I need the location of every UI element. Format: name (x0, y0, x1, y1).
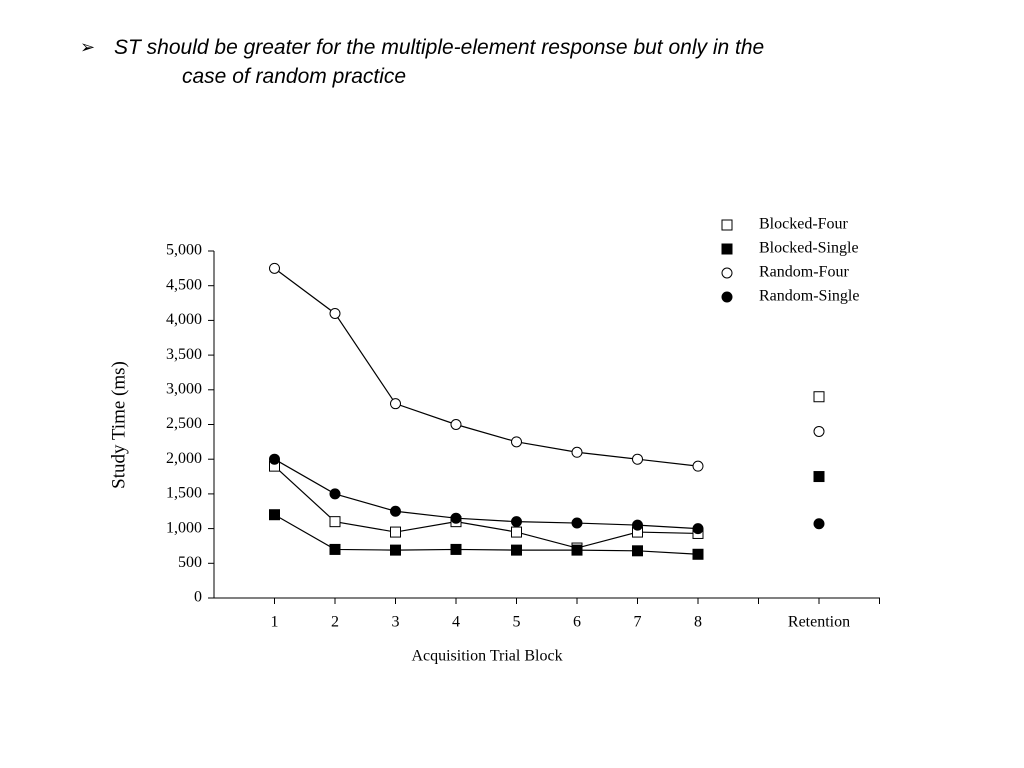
marker (511, 526, 522, 538)
series-line (275, 397, 820, 548)
x-tick-label: 4 (452, 614, 460, 631)
marker (813, 518, 825, 530)
y-tick-label: 5,000 (166, 242, 202, 259)
marker (390, 398, 401, 410)
marker (269, 509, 280, 521)
legend-marker (721, 243, 733, 255)
marker (450, 512, 462, 524)
legend-label: Random-Single (759, 288, 859, 305)
marker (329, 543, 341, 555)
marker (632, 453, 643, 465)
bullet-text: case of random practice (182, 65, 407, 88)
series-line (275, 477, 820, 555)
legend-marker (721, 291, 733, 303)
marker (571, 517, 583, 529)
marker (571, 446, 583, 458)
legend-marker (721, 219, 733, 231)
legend-label: Random-Four (759, 264, 849, 281)
x-tick-label: 1 (271, 614, 279, 631)
y-tick-label: 3,500 (166, 346, 202, 363)
y-tick-label: 1,000 (166, 519, 202, 536)
marker (329, 488, 341, 500)
marker (450, 419, 462, 430)
marker (813, 425, 825, 437)
marker (390, 526, 401, 538)
marker (511, 544, 522, 556)
y-axis-label: Study Time (ms) (108, 361, 129, 489)
marker (329, 307, 341, 319)
x-tick-label: 8 (694, 614, 702, 631)
marker (511, 516, 522, 528)
marker (390, 505, 401, 517)
y-tick-label: 1,500 (166, 485, 202, 502)
marker (390, 544, 401, 556)
marker (450, 543, 462, 555)
legend-label: Blocked-Single (759, 240, 859, 257)
legend-label: Blocked-Four (759, 216, 849, 233)
x-tick-label: 2 (331, 614, 339, 631)
x-tick-label: 5 (513, 614, 521, 631)
y-tick-label: 0 (194, 589, 202, 606)
series-line (275, 459, 820, 528)
x-tick-label: Retention (788, 614, 850, 631)
marker (813, 471, 825, 483)
y-tick-label: 3,000 (166, 380, 202, 397)
marker (632, 519, 643, 531)
marker (692, 460, 704, 472)
x-tick-label: 7 (634, 614, 642, 631)
marker (813, 391, 825, 403)
marker (692, 548, 704, 560)
y-tick-label: 4,500 (166, 276, 202, 293)
marker (571, 544, 583, 556)
marker (692, 523, 704, 535)
y-tick-label: 2,500 (166, 415, 202, 432)
y-tick-label: 500 (178, 554, 202, 571)
series-line (275, 268, 820, 466)
marker (329, 516, 341, 528)
marker (269, 262, 280, 274)
bullet-arrow: ➢ (80, 37, 96, 57)
bullet-text: ST should be greater for the multiple-el… (114, 36, 765, 59)
x-tick-label: 3 (392, 614, 400, 631)
marker (269, 453, 280, 465)
x-axis-label: Acquisition Trial Block (411, 648, 562, 665)
y-tick-label: 2,000 (166, 450, 202, 467)
x-tick-label: 6 (573, 614, 581, 631)
marker (632, 545, 643, 557)
marker (511, 436, 522, 448)
legend-marker (721, 267, 733, 279)
y-tick-label: 4,000 (166, 311, 202, 328)
